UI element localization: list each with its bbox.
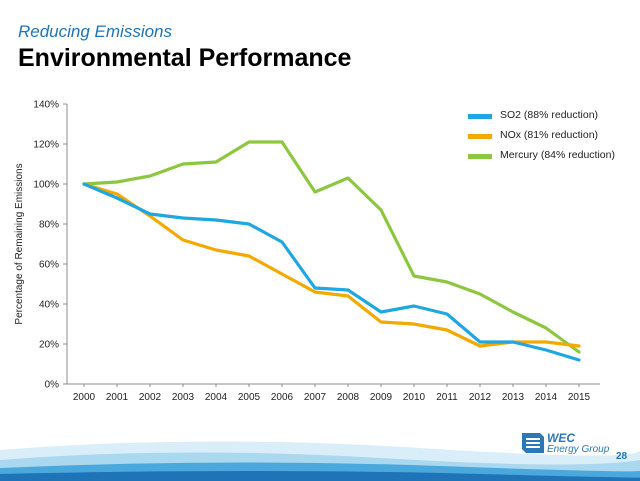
x-tick-label: 2013 [502,392,525,403]
legend-item-mercury: Mercury (84% reduction) [468,148,638,168]
y-tick-label: 40% [39,300,59,311]
y-axis-title: Percentage of Remaining Emissions [14,163,25,324]
x-tick-label: 2001 [106,392,129,403]
wec-logo-icon [522,433,544,453]
legend-label: NOx (81% reduction) [500,129,599,141]
page-number: 28 [616,451,628,462]
y-tick-label: 0% [45,380,60,391]
series-line-so2 [82,182,581,362]
x-tick-label: 2002 [139,392,162,403]
logo-name-line1: WEC [547,431,575,445]
slide-subtitle: Reducing Emissions [18,22,173,41]
chart-axes: 0% 20% 40% 60% 80% 100% 120% 140% 2000 2001 2002 20… [14,100,600,403]
x-tick-label: 2014 [535,392,558,403]
y-tick-label: 60% [39,260,59,271]
y-tick-label: 100% [33,180,59,191]
x-tick-label: 2012 [469,392,492,403]
logo-name-line2: Energy Group [547,444,610,455]
wec-logo-text: WEC Energy Group [547,432,609,456]
chart-series-layer [82,140,581,362]
legend-swatch [468,134,492,139]
x-tick-label: 2000 [73,392,96,403]
x-tick-label: 2004 [205,392,228,403]
x-tick-label: 2003 [172,392,195,403]
y-tick-label: 80% [39,220,59,231]
y-tick-label: 20% [39,340,59,351]
slide-title: Environmental Performance [18,44,352,72]
footer-decorative-waves [0,441,640,481]
x-tick-label: 2006 [271,392,294,403]
x-tick-label: 2007 [304,392,327,403]
legend-item-nox: NOx (81% reduction) [468,128,638,148]
x-tick-label: 2015 [568,392,591,403]
x-tick-label: 2005 [238,392,261,403]
legend-label: Mercury (84% reduction) [500,149,615,161]
x-tick-label: 2008 [337,392,360,403]
x-tick-label: 2009 [370,392,393,403]
legend-swatch [468,154,492,159]
chart-legend: SO2 (88% reduction) NOx (81% reduction) Me… [468,108,638,168]
legend-swatch [468,114,492,119]
y-tick-label: 140% [33,100,59,111]
y-tick-label: 120% [33,140,59,151]
series-line-mercury [82,140,581,354]
legend-label: SO2 (88% reduction) [500,109,599,121]
x-tick-label: 2011 [436,392,458,403]
x-tick-label: 2010 [403,392,426,403]
series-line-nox [82,182,581,348]
legend-item-so2: SO2 (88% reduction) [468,108,638,128]
